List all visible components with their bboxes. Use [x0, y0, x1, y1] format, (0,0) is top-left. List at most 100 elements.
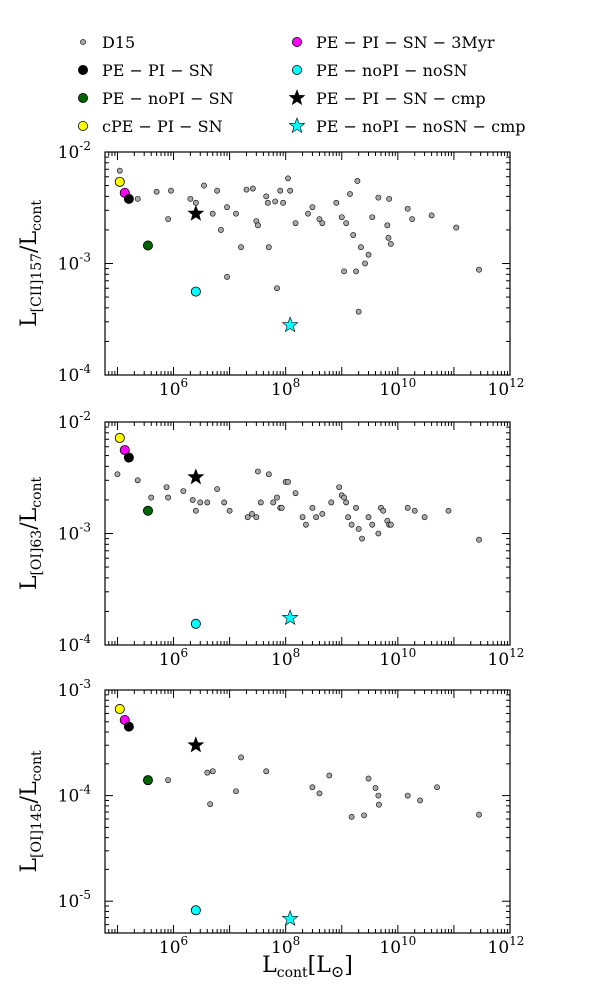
point-d15 — [264, 199, 271, 206]
point-d15 — [249, 185, 256, 192]
point-d15 — [319, 510, 326, 517]
y-tick-label-oi145: 10-3 — [58, 677, 91, 701]
point-d15 — [165, 494, 171, 501]
point-d15 — [244, 514, 251, 521]
point-d15 — [316, 790, 323, 797]
series-pe_nopi_nosn — [190, 905, 201, 916]
point-pe_pi_sn_3myr — [119, 445, 130, 456]
point-d15 — [338, 214, 345, 221]
legend-label-pe_pi_sn: PE − PI − SN — [102, 61, 214, 80]
point-d15 — [292, 220, 299, 227]
series-pe_pi_sn_cmp — [187, 468, 205, 485]
point-d15 — [365, 775, 372, 782]
point-d15 — [238, 244, 244, 251]
point-d15 — [434, 784, 440, 791]
point-d15 — [343, 220, 350, 227]
y-tick-label-cii157: 10-4 — [58, 362, 92, 386]
point-d15 — [341, 494, 347, 501]
point-d15 — [404, 792, 411, 799]
y-tick-label-oi145: 10-5 — [58, 888, 91, 912]
series-pe_nopi_sn — [142, 505, 153, 516]
series-pe_nopi_sn — [142, 775, 153, 786]
point-cpe_pi_sn — [114, 176, 125, 187]
point-pe_nopi_nosn_cmp — [281, 910, 299, 927]
series-d15 — [165, 754, 482, 820]
point-d15 — [165, 216, 171, 223]
legend-label-cpe_pi_sn: cPE − PI − SN — [102, 117, 223, 136]
point-d15 — [428, 212, 435, 219]
x-tick-label-oi145: 1010 — [379, 934, 416, 958]
point-d15 — [348, 813, 355, 820]
point-d15 — [233, 210, 239, 217]
point-d15 — [218, 227, 224, 233]
series-pe_pi_sn — [123, 193, 134, 204]
point-d15 — [372, 785, 379, 791]
point-pe_pi_sn — [123, 193, 134, 204]
point-d15 — [319, 220, 326, 227]
plot-frame-oi63 — [104, 421, 511, 646]
point-d15 — [214, 486, 221, 493]
point-d15 — [114, 471, 121, 478]
point-d15 — [476, 266, 482, 273]
point-d15 — [387, 521, 394, 528]
point-cpe_pi_sn — [114, 432, 125, 443]
series-pe_nopi_nosn — [190, 286, 201, 297]
point-d15 — [309, 784, 316, 791]
point-d15 — [375, 792, 382, 799]
axis-ticks-cii157 — [104, 151, 511, 376]
point-d15 — [134, 195, 141, 202]
y-tick-label-cii157: 10-3 — [58, 251, 91, 275]
point-d15 — [355, 308, 362, 315]
point-pe_pi_sn_cmp — [187, 204, 205, 221]
point-d15 — [280, 199, 287, 206]
series-pe_pi_sn_cmp — [187, 204, 205, 221]
point-d15 — [263, 193, 270, 200]
point-d15 — [411, 507, 418, 514]
point-pe_nopi_sn — [142, 240, 153, 251]
point-d15 — [201, 182, 207, 189]
point-d15 — [361, 812, 367, 819]
series-pe_nopi_nosn — [190, 618, 201, 629]
point-pe_nopi_sn — [142, 505, 153, 516]
point-d15 — [192, 507, 199, 514]
series-cpe_pi_sn — [114, 704, 125, 715]
point-d15 — [369, 214, 376, 221]
point-d15 — [272, 198, 279, 205]
point-d15 — [421, 514, 428, 521]
point-d15 — [238, 754, 244, 761]
axis-ticks-oi145 — [104, 689, 511, 934]
point-d15 — [209, 768, 216, 775]
point-d15 — [270, 499, 277, 506]
point-d15 — [168, 187, 174, 194]
point-d15 — [328, 499, 335, 506]
y-tick-label-oi63: 10-3 — [58, 521, 91, 545]
point-d15 — [380, 507, 387, 514]
point-d15 — [313, 514, 320, 521]
point-d15 — [387, 240, 394, 247]
series-d15 — [114, 468, 482, 543]
panels: 106 108 1010 1012 10-4 10-3 10-2 L[CII]157/Lcon… — [17, 139, 524, 981]
point-d15 — [369, 521, 376, 528]
point-d15 — [204, 499, 211, 506]
point-d15 — [189, 497, 196, 503]
point-d15 — [362, 260, 368, 267]
x-tick-label-oi63: 106 — [159, 646, 188, 670]
y-axis-label-cii157: L[CII]157/Lcont — [17, 200, 45, 327]
legend-label-pe_pi_sn_3myr: PE − PI − SN − 3Myr — [316, 33, 495, 52]
point-d15 — [134, 477, 141, 484]
point-pe_pi_sn_cmp — [187, 468, 205, 485]
legend: D15 PE − PI − SN − 3Myr PE − PI − SN PE − n… — [78, 33, 525, 136]
y-tick-label-oi63: 10-4 — [58, 632, 92, 656]
point-d15 — [233, 788, 239, 795]
point-d15 — [165, 777, 171, 784]
legend-marker-pe_pi_sn_cmp — [288, 89, 306, 106]
legend-label-pe_nopi_nosn_cmp: PE − noPI − noSN − cmp — [316, 117, 525, 136]
point-d15 — [277, 187, 284, 194]
x-tick-label-oi145: 106 — [159, 934, 188, 958]
point-cpe_pi_sn — [114, 704, 125, 715]
legend-marker-pe_pi_sn_3myr — [291, 37, 302, 48]
point-d15 — [263, 768, 270, 775]
series-cpe_pi_sn — [114, 432, 125, 443]
point-d15 — [354, 178, 361, 184]
